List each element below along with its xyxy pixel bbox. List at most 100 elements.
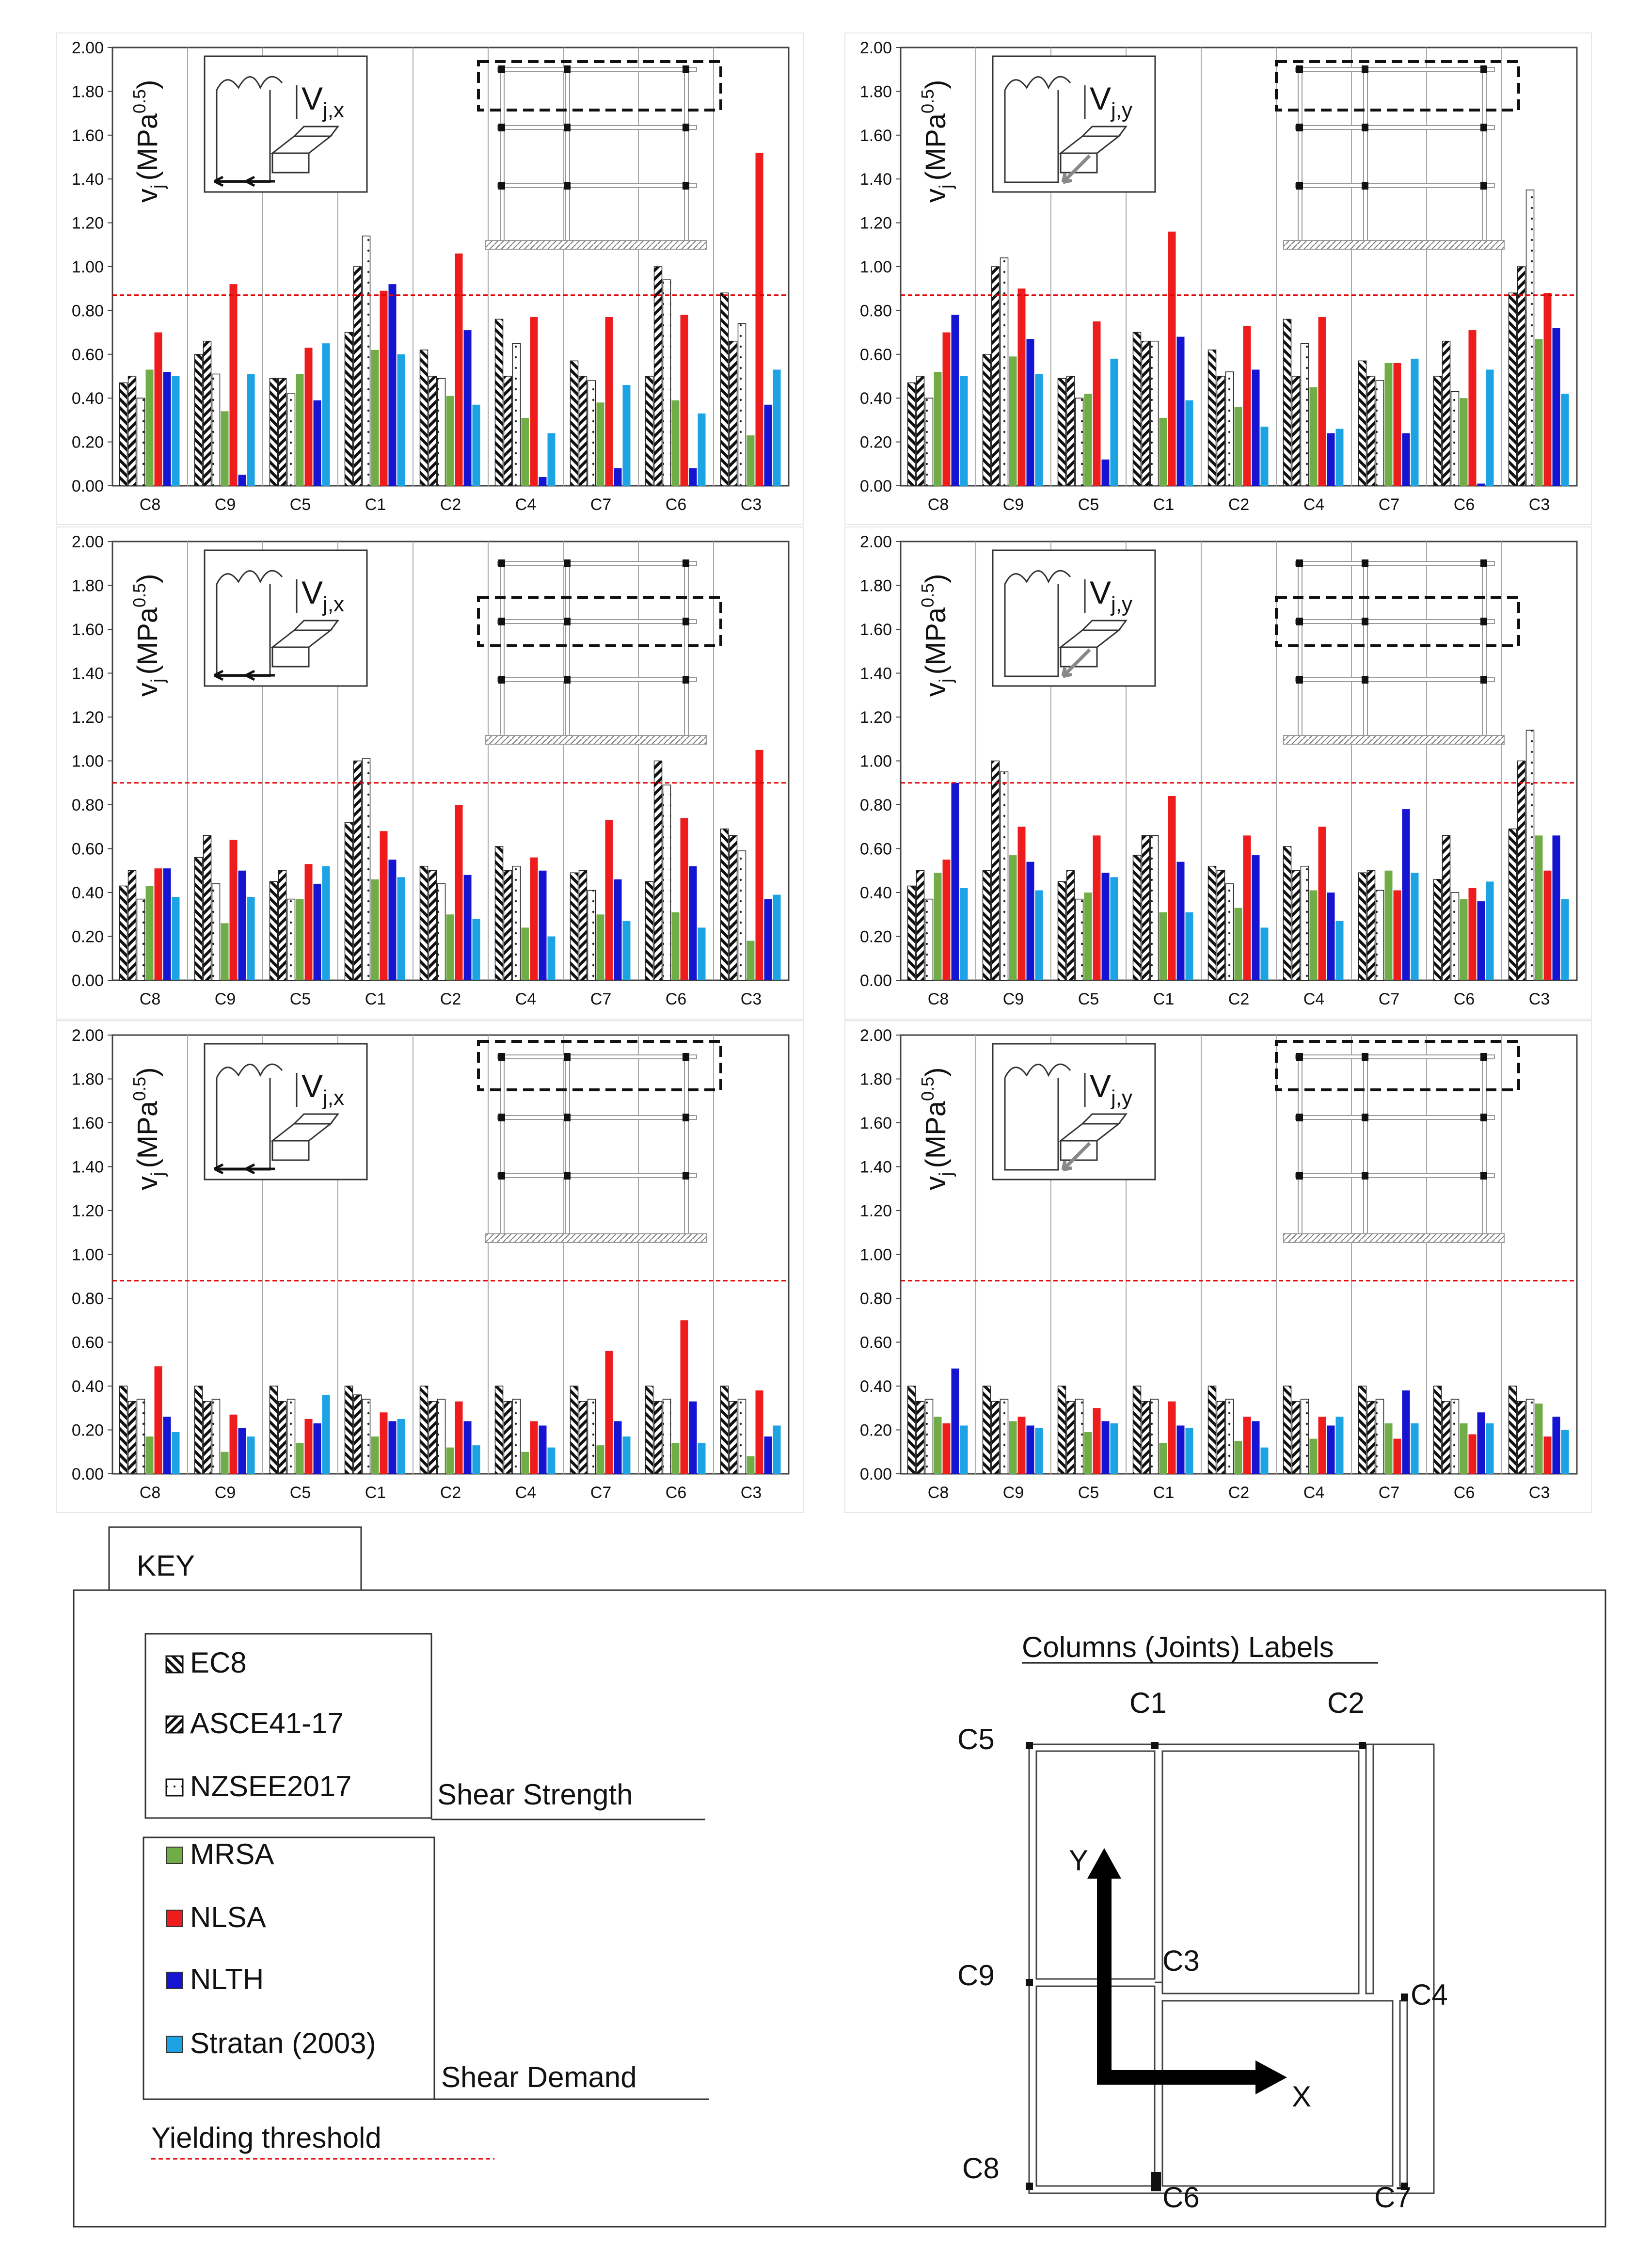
- bar-ec8-c4: [494, 1386, 504, 1474]
- y-tick-label: 0.60: [72, 346, 104, 364]
- bar-ec8-c3: [1508, 292, 1517, 486]
- bar-ec8-c2: [1207, 865, 1217, 981]
- bar-mrsa-c3: [1535, 339, 1543, 486]
- y-tick-label: 1.60: [72, 127, 104, 145]
- bar-nlsa-c2: [1243, 835, 1251, 980]
- x-tick-label: C3: [741, 990, 762, 1008]
- bar-ec8-c8: [907, 1386, 916, 1474]
- bar-nlth-c4: [1327, 893, 1335, 980]
- legend-swatch-nlth: [166, 1972, 183, 1989]
- bar-asce41-17-c8: [127, 1401, 137, 1474]
- x-tick-label: C8: [928, 1483, 949, 1502]
- plan-label-c6: C6: [1162, 2181, 1200, 2214]
- bar-stratan-2003--c8: [172, 1432, 180, 1474]
- bar-asce41-17-c5: [278, 870, 287, 981]
- y-tick-label: 1.20: [860, 708, 892, 727]
- bar-asce41-17-c1: [353, 760, 362, 981]
- x-tick-label: C9: [215, 990, 236, 1008]
- bar-ec8-c2: [419, 350, 429, 486]
- x-tick-label: C1: [1153, 990, 1174, 1008]
- bar-asce41-17-c3: [729, 340, 738, 486]
- bar-stratan-2003--c2: [1260, 927, 1269, 980]
- legend-swatch-mrsa: [166, 1847, 183, 1864]
- building-elevation-sketch: [485, 65, 707, 250]
- y-tick-label: 2.00: [72, 39, 104, 57]
- bar-mrsa-c2: [446, 1447, 454, 1474]
- key-section: KEY EC8 ASCE41-17 NZSEE2017 Shear Streng…: [73, 1526, 1606, 2228]
- strength-group-box: [144, 1633, 432, 1819]
- y-tick-label: 0.40: [860, 1377, 892, 1396]
- bar-nlth-c4: [1327, 433, 1335, 486]
- plan-label-c2: C2: [1327, 1687, 1365, 1719]
- bar-ec8-c2: [419, 1386, 429, 1474]
- bar-stratan-2003--c6: [1486, 369, 1494, 486]
- bar-ec8-c2: [1207, 1386, 1217, 1474]
- bar-mrsa-c8: [934, 873, 942, 980]
- y-tick-label: 0.20: [72, 928, 104, 946]
- bar-ec8-c8: [907, 382, 916, 486]
- plan-y-axis-arrowhead: [1087, 1848, 1121, 1879]
- y-tick-label: 0.80: [72, 302, 104, 320]
- bar-nzsee2017-c5: [286, 1399, 296, 1474]
- bar-nlsa-c5: [304, 864, 313, 980]
- bar-asce41-17-c5: [278, 1401, 287, 1474]
- x-tick-label: C4: [515, 990, 536, 1008]
- x-tick-label: C7: [590, 495, 611, 514]
- bar-stratan-2003--c1: [397, 354, 405, 486]
- bar-mrsa-c3: [747, 941, 755, 980]
- y-tick-label: 1.60: [860, 621, 892, 639]
- bar-nlsa-c7: [605, 1351, 613, 1474]
- bar-nzsee2017-c7: [1375, 380, 1384, 486]
- bar-ec8-c6: [1433, 1386, 1442, 1474]
- y-tick-label: 0.00: [72, 1465, 104, 1483]
- bar-nlsa-c8: [942, 332, 951, 486]
- bar-stratan-2003--c2: [1260, 1447, 1269, 1474]
- bar-mrsa-c6: [1460, 398, 1468, 486]
- legend-label-nlsa: NLSA: [190, 1901, 266, 1933]
- legend-label-mrsa: MRSA: [190, 1838, 274, 1870]
- bar-nzsee2017-c1: [362, 235, 371, 486]
- joint-sketch-beam: [270, 126, 339, 174]
- y-tick-label: 0.40: [860, 389, 892, 408]
- bar-ec8-c2: [1207, 350, 1217, 486]
- bar-nlsa-c2: [1243, 326, 1251, 486]
- direction-label: Vj,x: [302, 574, 344, 616]
- bar-nzsee2017-c7: [1375, 890, 1384, 981]
- bar-asce41-17-c5: [1066, 1401, 1075, 1474]
- bar-ec8-c7: [570, 360, 579, 486]
- plan-label-c3: C3: [1162, 1945, 1200, 1977]
- bar-nzsee2017-c4: [512, 1399, 521, 1474]
- bar-nlth-c9: [238, 870, 246, 980]
- bar-mrsa-c5: [1084, 893, 1092, 980]
- bar-stratan-2003--c4: [547, 1447, 556, 1474]
- bar-nzsee2017-c4: [512, 865, 521, 981]
- bar-stratan-2003--c9: [1035, 374, 1043, 486]
- y-tick-label: 0.00: [72, 972, 104, 990]
- bar-nlth-c6: [689, 866, 697, 980]
- bar-asce41-17-c5: [1066, 870, 1075, 981]
- legend-label-asce: ASCE41-17: [190, 1707, 344, 1739]
- joint-sketch-column: [1004, 570, 1071, 677]
- joint-sketch-beam: [1058, 620, 1128, 668]
- y-tick-label: 1.20: [860, 1202, 892, 1220]
- bar-nlsa-c5: [1093, 835, 1101, 980]
- bar-mrsa-c1: [1159, 912, 1167, 980]
- y-axis-label: vj(MPa0.5): [918, 1068, 956, 1190]
- bar-ec8-c1: [1132, 1386, 1142, 1474]
- x-tick-label: C5: [290, 1483, 311, 1502]
- bar-nlsa-c6: [680, 1320, 688, 1474]
- bar-nlth-c2: [463, 875, 472, 980]
- x-tick-label: C9: [1003, 990, 1024, 1008]
- bar-ec8-c7: [1358, 1386, 1367, 1474]
- x-tick-label: C6: [666, 1483, 686, 1502]
- bar-stratan-2003--c9: [1035, 890, 1043, 980]
- y-tick-label: 1.60: [72, 621, 104, 639]
- bar-ec8-c6: [645, 1386, 654, 1474]
- bar-asce41-17-c1: [1141, 1401, 1150, 1474]
- bar-nzsee2017-c3: [737, 323, 747, 486]
- y-tick-label: 1.80: [860, 1070, 892, 1089]
- bar-ec8-c8: [119, 1386, 128, 1474]
- bar-asce41-17-c4: [1291, 1401, 1301, 1474]
- y-tick-label: 0.60: [860, 1334, 892, 1352]
